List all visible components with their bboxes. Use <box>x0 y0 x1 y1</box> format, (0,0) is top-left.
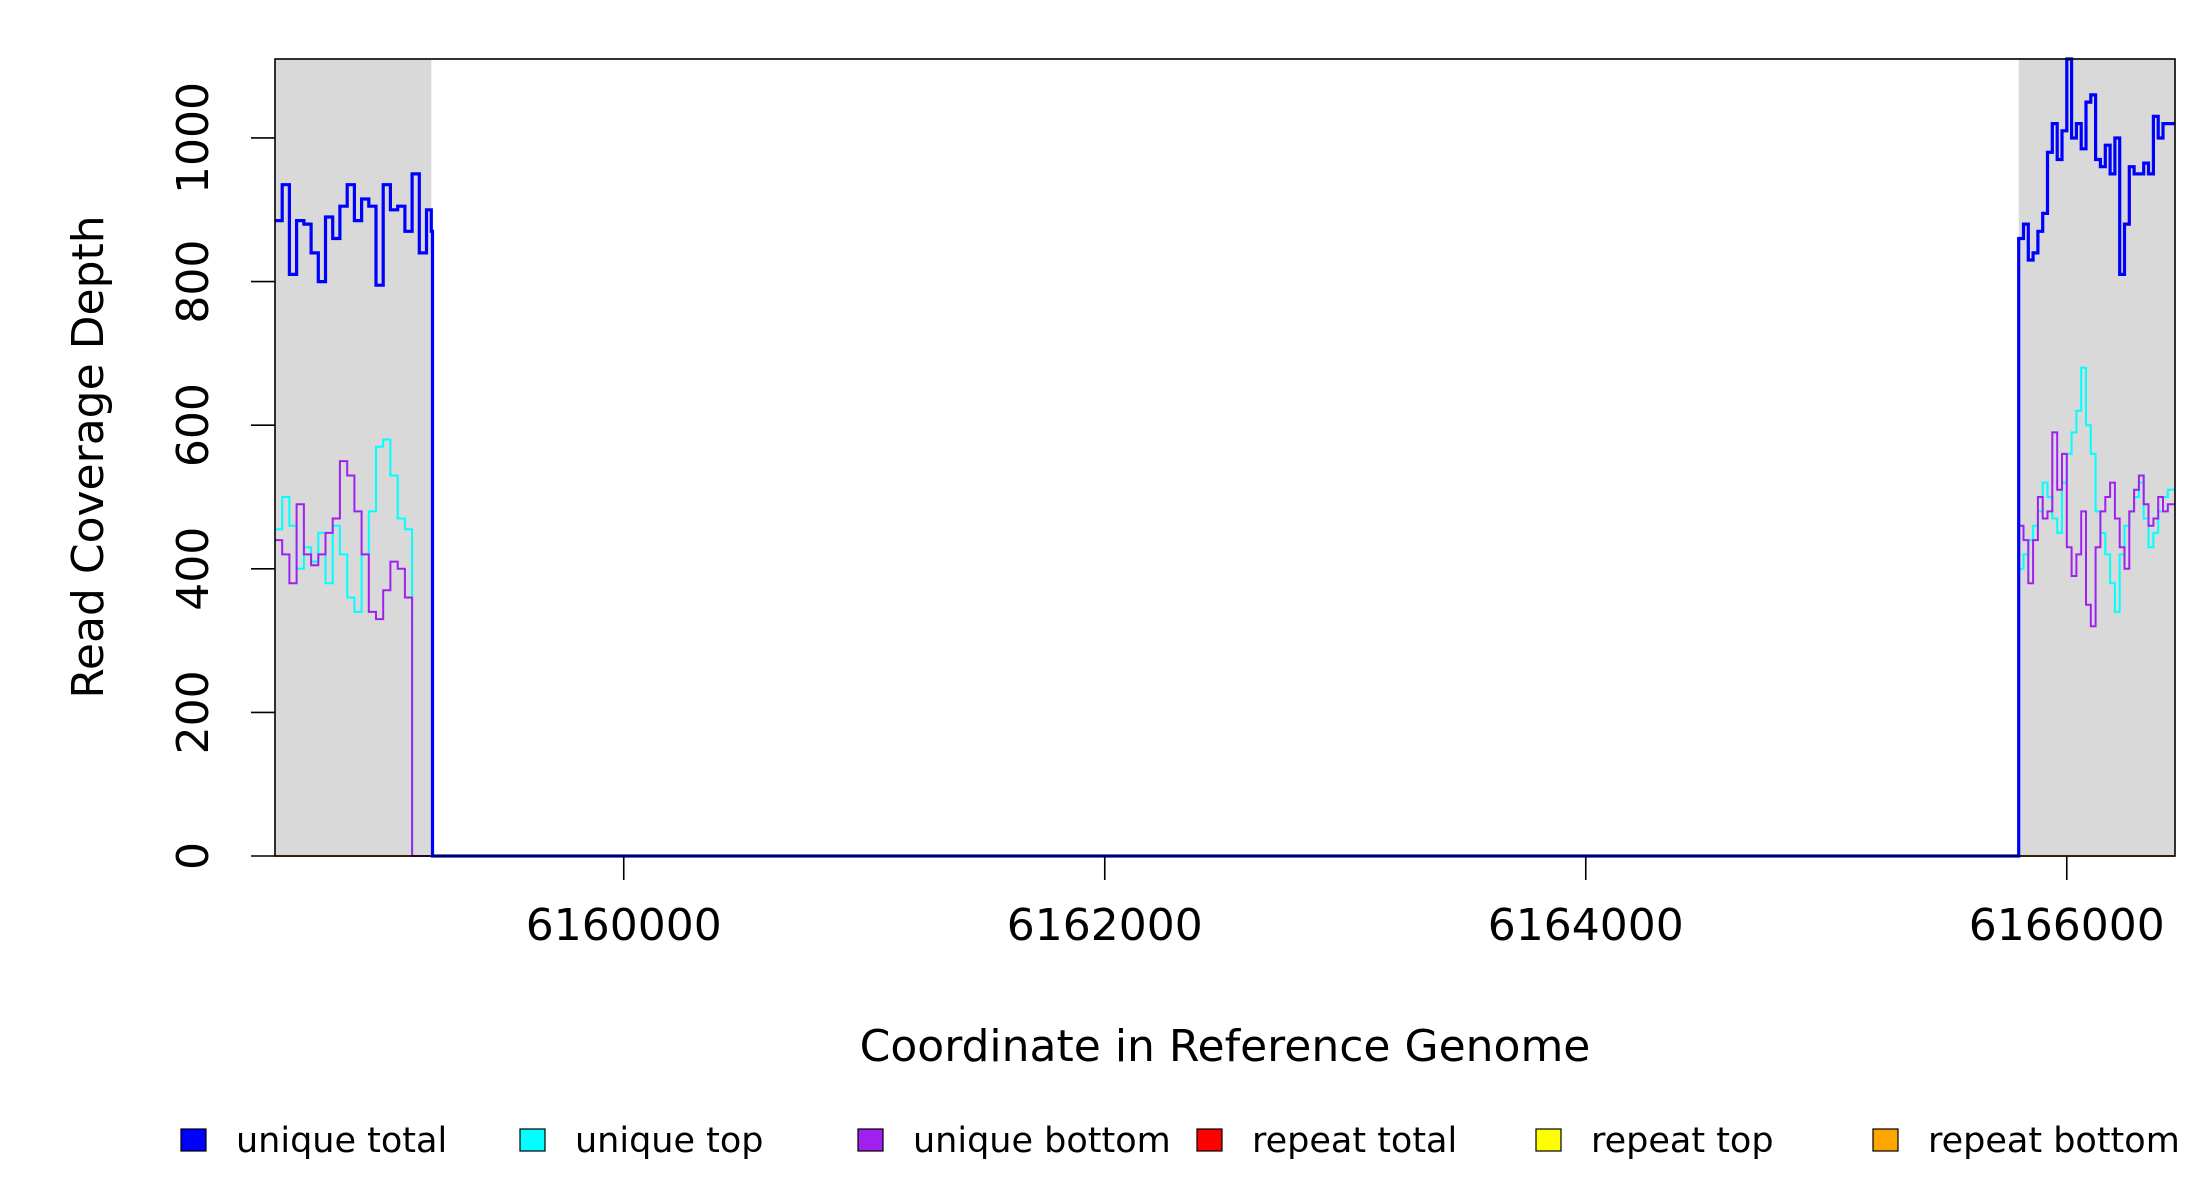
legend-swatch <box>857 1128 884 1152</box>
legend-item-unique-bottom: unique bottom <box>857 1121 1171 1161</box>
x-tick-label: 6160000 <box>526 900 722 951</box>
legend-item-repeat-total: repeat total <box>1196 1121 1457 1161</box>
legend-label: unique total <box>236 1121 447 1161</box>
legend-swatch <box>1535 1128 1562 1152</box>
x-tick-label: 6164000 <box>1488 900 1684 951</box>
y-tick-label: 400 <box>168 527 219 611</box>
plot-frame <box>274 58 2176 857</box>
legend-swatch <box>180 1128 207 1152</box>
series-lines <box>275 57 2175 858</box>
legend-item-repeat-top: repeat top <box>1535 1121 1774 1161</box>
y-axis-title: Read Coverage Depth <box>63 215 114 698</box>
shaded-region-1 <box>2018 59 2175 856</box>
y-tick-label: 1000 <box>168 82 219 194</box>
x-tick-label: 6166000 <box>1969 900 2165 951</box>
legend-label: unique top <box>575 1121 764 1161</box>
legend-label: repeat top <box>1591 1121 1774 1161</box>
x-tick-label: 6162000 <box>1007 900 1203 951</box>
series-line-unique-total <box>275 57 2175 858</box>
y-tick-label: 0 <box>168 842 219 870</box>
legend-item-unique-total: unique total <box>180 1121 447 1161</box>
shaded-region-0 <box>275 59 432 856</box>
x-axis: 6160000 6162000 6164000 6166000 <box>526 856 2165 951</box>
legend-label: unique bottom <box>913 1121 1171 1161</box>
legend: unique total unique top unique bottom repea… <box>180 1121 2180 1161</box>
legend-item-unique-top: unique top <box>519 1121 764 1161</box>
series-line-unique-bottom <box>275 431 2175 857</box>
legend-item-repeat-bottom: repeat bottom <box>1872 1121 2180 1161</box>
legend-label: repeat bottom <box>1928 1121 2180 1161</box>
y-tick-label: 600 <box>168 383 219 467</box>
legend-swatch <box>519 1128 546 1152</box>
legend-swatch <box>1872 1128 1899 1152</box>
series-line-unique-top <box>275 366 2175 857</box>
legend-swatch <box>1196 1128 1223 1152</box>
y-tick-label: 200 <box>168 670 219 754</box>
x-axis-title: Coordinate in Reference Genome <box>860 1021 1591 1072</box>
shaded-regions <box>275 59 2175 856</box>
y-axis: 0 200 400 600 800 1000 <box>168 82 275 870</box>
y-tick-label: 800 <box>168 240 219 324</box>
legend-label: repeat total <box>1252 1121 1457 1161</box>
